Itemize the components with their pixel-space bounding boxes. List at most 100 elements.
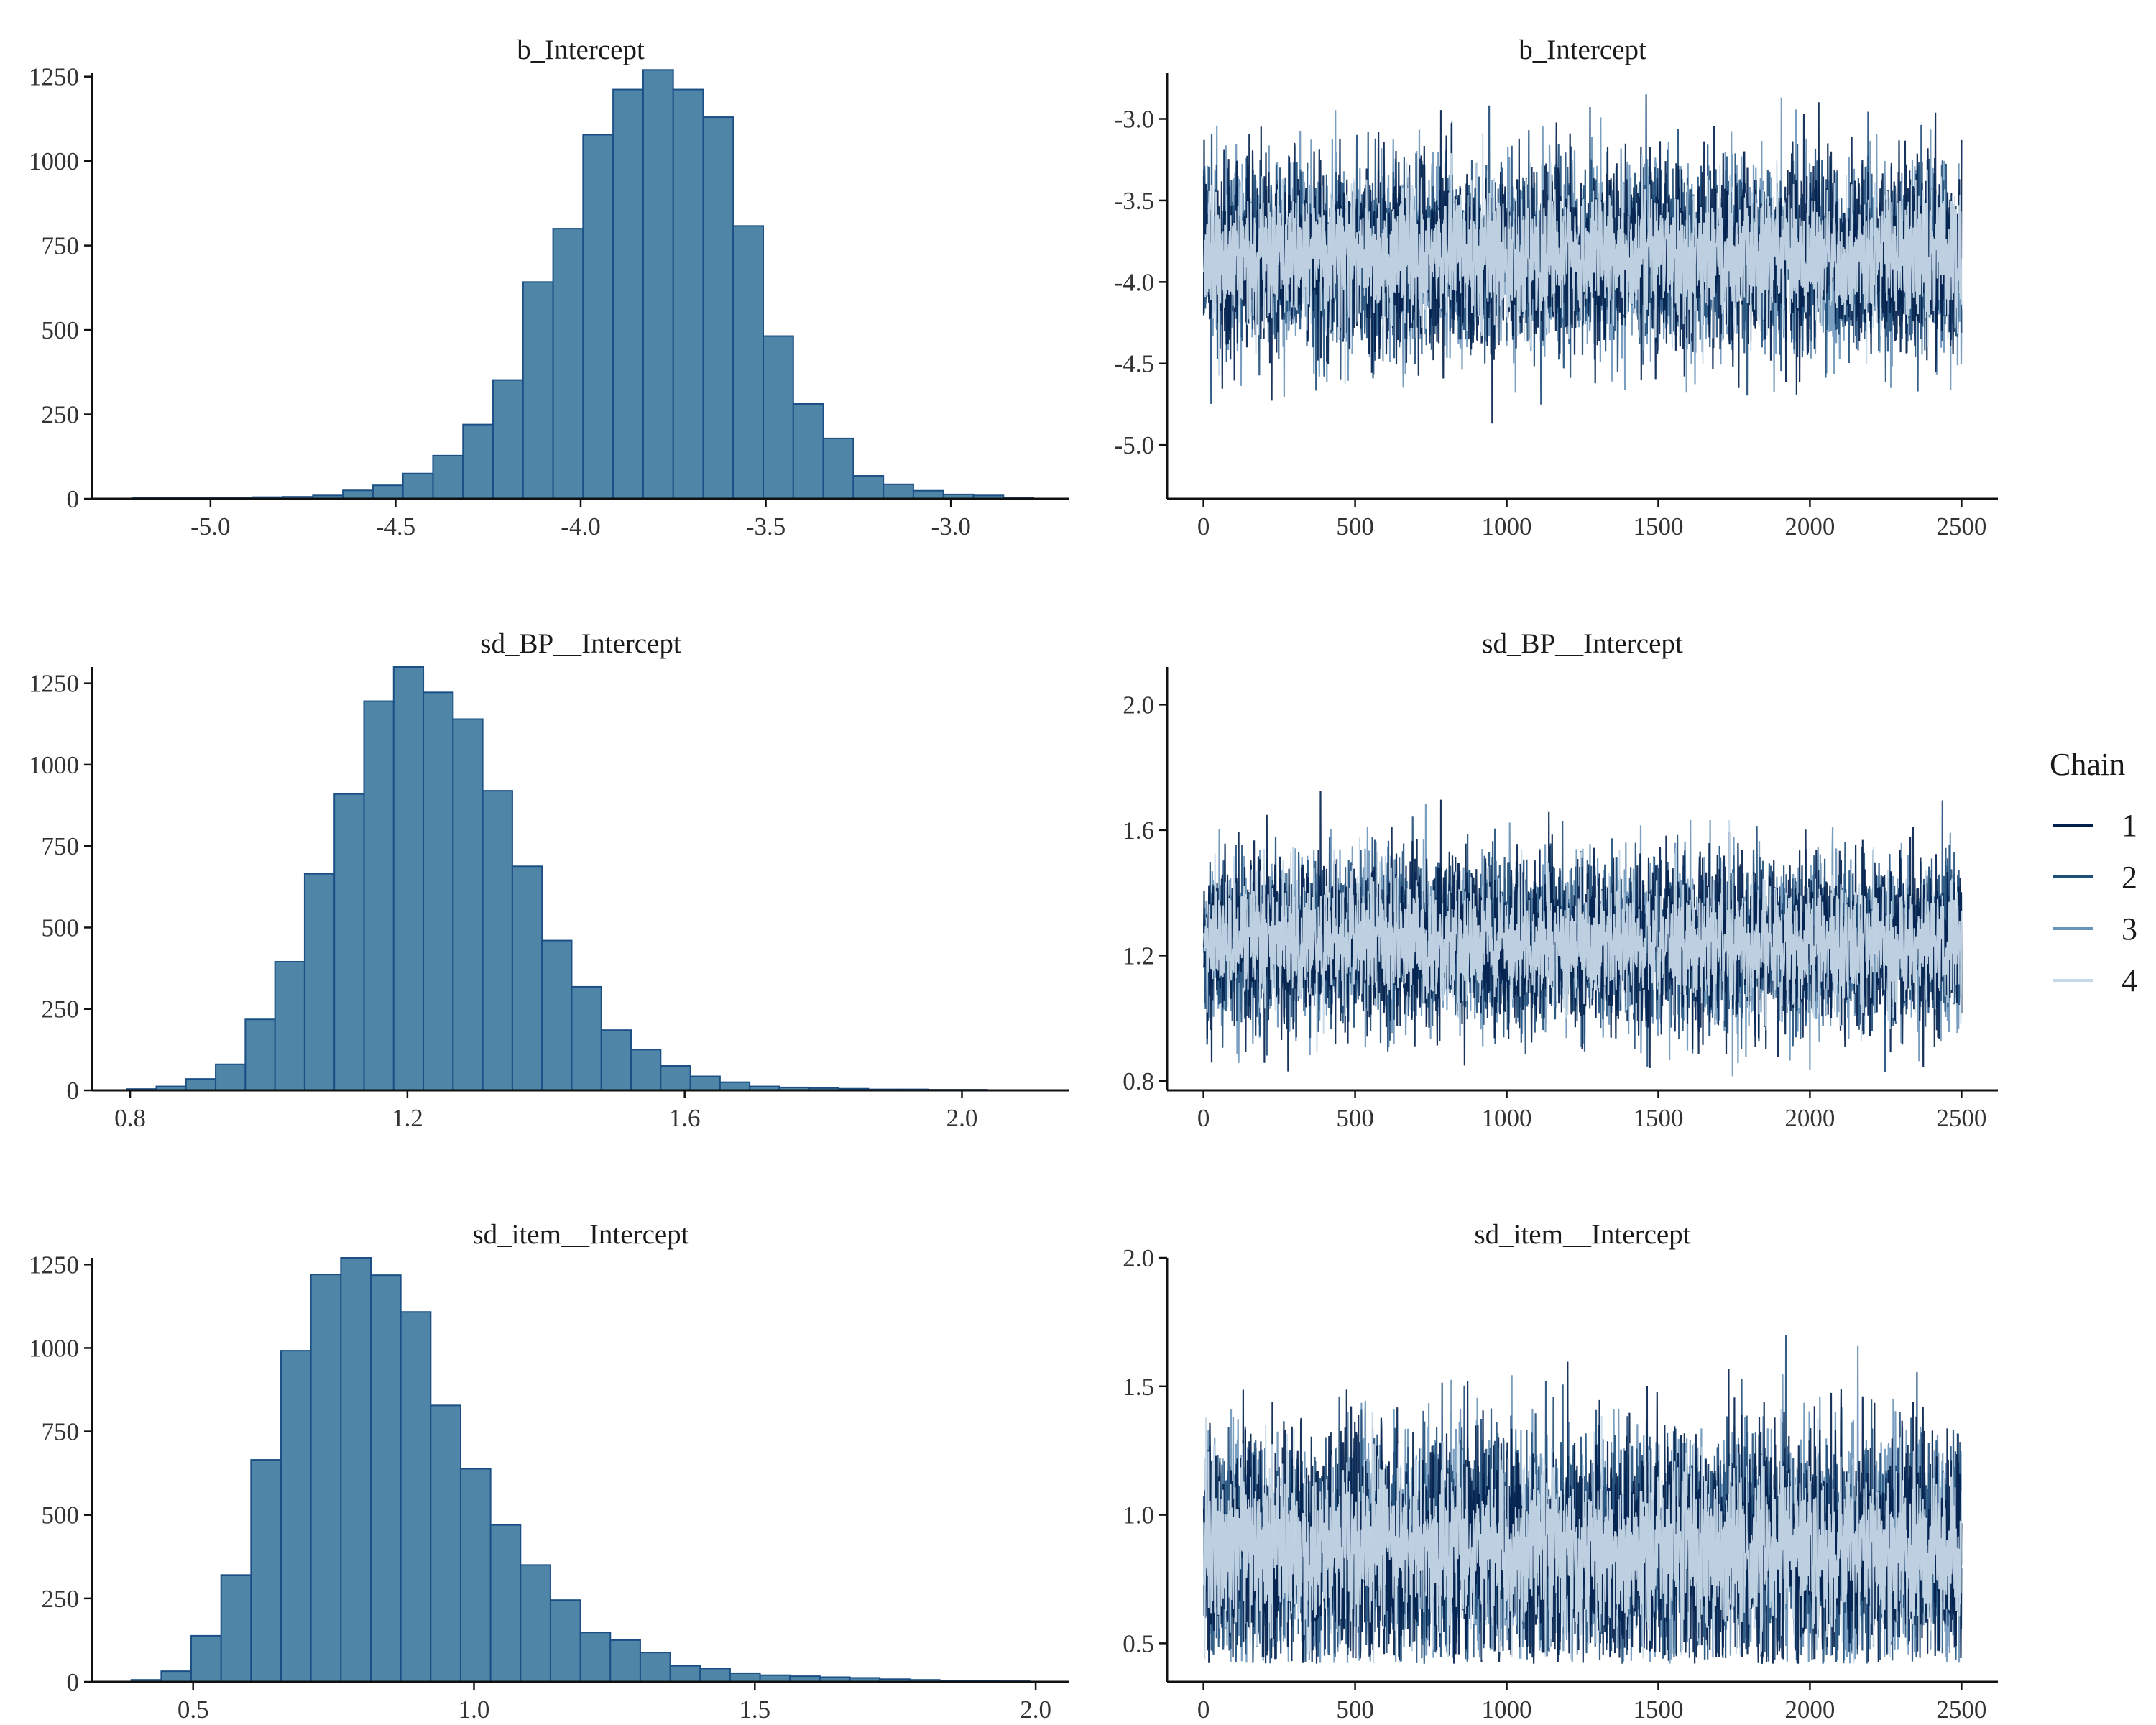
chain-legend: Chain 1 2 3 4 (2050, 747, 2137, 998)
y-tick-label: 500 (42, 316, 80, 344)
legend-title: Chain (2050, 747, 2125, 782)
histogram-bar (522, 281, 554, 500)
y-tick-label: 250 (42, 401, 80, 429)
x-tick-label: -3.0 (931, 512, 970, 540)
legend-item-chain-2: 2 (2053, 860, 2137, 895)
y-tick-label: -3.0 (1115, 106, 1154, 134)
histogram-bar (822, 437, 854, 500)
histogram-bar (303, 873, 336, 1091)
histogram-bar (333, 793, 365, 1091)
histogram-bar (402, 472, 434, 500)
histogram-bar (612, 88, 644, 500)
panel-2: b_Intercept 0 500 1000 1500 2000 2500 -3.0 -3.5 -… (1115, 34, 1998, 540)
trace-chain-4 (1203, 133, 1963, 385)
histogram-bar (883, 483, 914, 500)
x-tick-label: 2.0 (946, 1104, 978, 1132)
histogram-bar (582, 134, 614, 500)
x-tick-label: 1000 (1482, 1696, 1532, 1724)
x-tick-label: 0 (1197, 1104, 1210, 1132)
panel-3: sd_BP__Intercept 0.8 1.2 1.6 2.0 0 250 500 750 10… (29, 628, 1069, 1132)
x-tick-label: 500 (1336, 1104, 1374, 1132)
y-tick-label: 250 (42, 1585, 80, 1613)
x-tick-label: 0 (1197, 1696, 1210, 1724)
histogram-bar (492, 379, 524, 500)
histogram-bar (699, 1668, 731, 1683)
y-tick-label: -4.0 (1115, 268, 1154, 296)
x-tick-label: -5.0 (190, 512, 230, 540)
histogram-bars (130, 1257, 1031, 1683)
histogram-bar (400, 1311, 432, 1683)
x-tick-label: 1500 (1633, 512, 1683, 540)
histogram-bar (452, 718, 484, 1091)
legend-item-chain-4: 4 (2053, 963, 2137, 998)
y-tick-label: 1250 (29, 63, 79, 91)
legend-label: 1 (2122, 808, 2137, 843)
histogram-bar (369, 1274, 402, 1683)
histogram-bar (792, 402, 824, 500)
panel-title: sd_item__Intercept (1474, 1219, 1690, 1250)
y-tick-label: 1000 (29, 147, 79, 175)
x-tick-label: 1.6 (669, 1104, 701, 1132)
histogram-bar (430, 1404, 461, 1683)
histogram-bar (579, 1632, 612, 1683)
x-tick-label: 1500 (1633, 1696, 1683, 1724)
y-tick-label: 0.8 (1123, 1067, 1154, 1095)
x-tick-label: 1.5 (739, 1696, 770, 1724)
histogram-bar (689, 1075, 721, 1092)
x-tick-label: 2.0 (1020, 1696, 1051, 1724)
histogram-bar (520, 1564, 551, 1683)
legend-item-chain-3: 3 (2053, 911, 2137, 947)
y-tick-label: 1000 (29, 1334, 79, 1362)
histogram-bar (310, 1274, 342, 1683)
y-tick-label: 1.2 (1123, 942, 1154, 970)
histogram-bar (630, 1049, 662, 1091)
x-tick-label: 1000 (1482, 1104, 1532, 1132)
panel-title: sd_BP__Intercept (1482, 628, 1683, 659)
histogram-bar (511, 865, 543, 1091)
legend-label: 2 (2122, 860, 2137, 895)
legend-item-chain-1: 1 (2053, 808, 2137, 843)
histogram-bar (732, 225, 765, 500)
histogram-bar (702, 116, 734, 500)
histogram-bar (541, 939, 573, 1091)
histogram-bar (660, 1065, 691, 1092)
histogram-bar (372, 484, 404, 500)
histogram-bar (763, 335, 794, 500)
panel-1: b_Intercept -5.0 -4.5 -4.0 -3.5 -3.0 0 250 500 75… (29, 34, 1069, 540)
y-tick-label: 0 (67, 1668, 80, 1696)
x-tick-label: 500 (1336, 512, 1374, 540)
y-tick-label: 1250 (29, 670, 79, 698)
x-tick-label: 0 (1197, 512, 1210, 540)
panel-title: b_Intercept (1519, 34, 1646, 65)
x-tick-label: 2000 (1784, 1696, 1835, 1724)
x-tick-label: 1500 (1633, 1104, 1683, 1132)
trace-chain-4 (1203, 1409, 1963, 1664)
histogram-bar (729, 1672, 761, 1683)
trace-lines (1202, 791, 1963, 1077)
histogram-bars (126, 666, 1018, 1092)
histogram-bar (852, 475, 885, 500)
histogram-bar (549, 1599, 581, 1683)
y-tick-label: 500 (42, 1501, 80, 1530)
histogram-bar (482, 790, 513, 1091)
y-tick-label: 0.5 (1123, 1629, 1154, 1657)
histogram-bar (244, 1018, 276, 1092)
trace-lines (1202, 94, 1963, 424)
x-tick-label: 500 (1336, 1696, 1374, 1724)
histogram-bar (552, 228, 584, 500)
histogram-bar (274, 961, 305, 1092)
y-tick-label: 250 (42, 995, 80, 1024)
histogram-bar (571, 985, 602, 1091)
histogram-bar (340, 1257, 372, 1683)
histogram-bar (392, 666, 425, 1091)
legend-label: 3 (2122, 911, 2137, 947)
histogram-bar (600, 1029, 632, 1092)
trace-lines (1202, 1335, 1963, 1664)
panel-title: sd_BP__Intercept (480, 628, 681, 659)
x-tick-label: -4.0 (561, 512, 600, 540)
histogram-bar (462, 423, 494, 500)
panel-title: b_Intercept (517, 34, 645, 65)
histogram-bar (459, 1468, 492, 1683)
histogram-bar (672, 88, 704, 500)
y-tick-label: 1.0 (1123, 1501, 1154, 1530)
